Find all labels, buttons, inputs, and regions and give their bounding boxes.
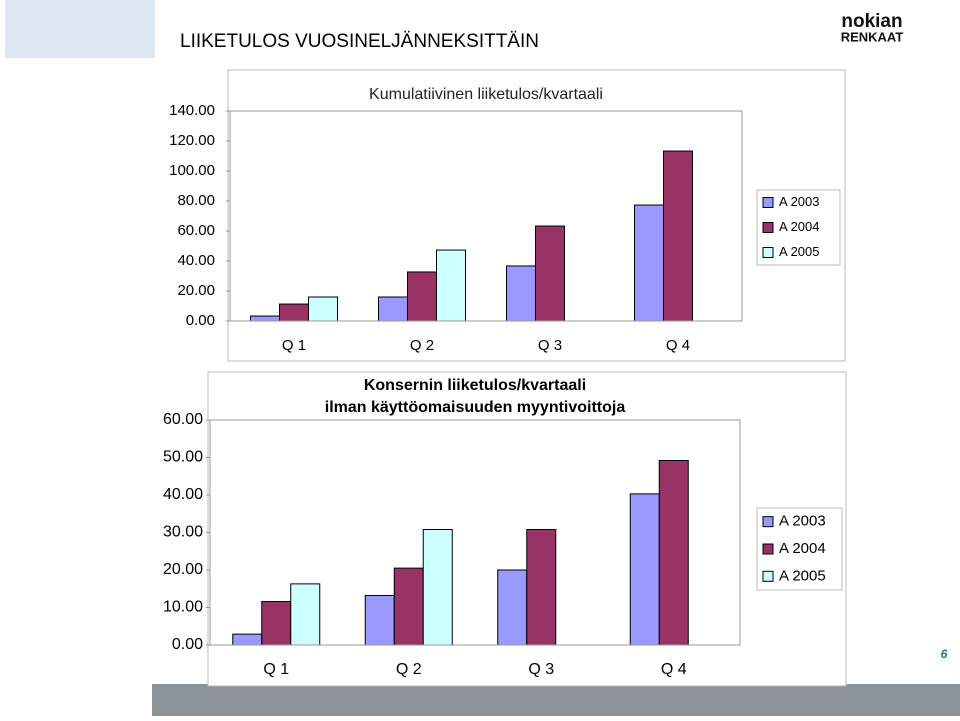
x-tick-label: Q 3 bbox=[538, 337, 562, 354]
bar bbox=[422, 529, 453, 646]
x-tick-label: Q 3 bbox=[528, 661, 554, 678]
bar bbox=[279, 303, 309, 322]
y-tick-label: 120.00 bbox=[169, 132, 215, 149]
y-tick-label: 100.00 bbox=[169, 162, 215, 179]
chart-title: Kumulatiivinen liiketulos/kvartaali bbox=[369, 86, 603, 103]
legend-label: A 2004 bbox=[779, 540, 826, 557]
bar bbox=[436, 249, 466, 322]
y-tick-label: 140.00 bbox=[169, 102, 215, 119]
x-tick-label: Q 1 bbox=[263, 661, 289, 678]
y-tick-label: 60.00 bbox=[177, 222, 215, 239]
corner-block bbox=[5, 0, 155, 58]
bar bbox=[658, 460, 689, 646]
page-number: 6 bbox=[941, 647, 948, 661]
y-tick-label: 0.00 bbox=[186, 312, 215, 329]
bar bbox=[663, 150, 693, 322]
chart-subtitle: ilman käyttöomaisuuden myyntivoittoja bbox=[325, 399, 626, 416]
legend-label: A 2005 bbox=[779, 567, 826, 584]
x-tick-label: Q 4 bbox=[661, 661, 687, 678]
x-tick-label: Q 4 bbox=[666, 337, 690, 354]
logo-bottom: RENKAAT bbox=[841, 29, 904, 44]
bar bbox=[232, 633, 263, 646]
legend-swatch bbox=[762, 570, 774, 582]
legend-swatch bbox=[762, 543, 774, 555]
bar bbox=[407, 271, 437, 322]
bar bbox=[378, 296, 408, 322]
slide-title: LIIKETULOS VUOSINELJÄNNEKSITTÄIN bbox=[180, 31, 539, 52]
y-tick-label: 40.00 bbox=[163, 486, 203, 503]
bar bbox=[261, 601, 292, 646]
y-tick-label: 40.00 bbox=[177, 252, 215, 269]
y-tick-label: 20.00 bbox=[163, 561, 203, 578]
bar bbox=[506, 265, 536, 322]
y-tick-label: 60.00 bbox=[163, 411, 203, 428]
y-tick-label: 80.00 bbox=[177, 192, 215, 209]
logo-top: nokian bbox=[841, 11, 902, 32]
legend-label: A 2003 bbox=[779, 194, 820, 209]
y-tick-label: 20.00 bbox=[177, 282, 215, 299]
legend-swatch bbox=[762, 516, 774, 528]
x-tick-label: Q 2 bbox=[396, 661, 422, 678]
y-tick-label: 30.00 bbox=[163, 524, 203, 541]
x-tick-label: Q 2 bbox=[410, 337, 434, 354]
legend-swatch bbox=[762, 222, 774, 233]
y-tick-label: 50.00 bbox=[163, 449, 203, 466]
footer-bar bbox=[152, 684, 960, 716]
legend-swatch bbox=[762, 197, 774, 208]
bar bbox=[497, 569, 528, 646]
x-tick-label: Q 1 bbox=[282, 337, 306, 354]
bar bbox=[535, 225, 565, 322]
bar bbox=[364, 595, 395, 646]
bar bbox=[290, 583, 321, 646]
legend-label: A 2003 bbox=[779, 513, 826, 530]
legend-label: A 2004 bbox=[779, 219, 820, 234]
bar bbox=[629, 493, 660, 646]
bar bbox=[634, 204, 664, 322]
legend-label: A 2005 bbox=[779, 244, 820, 259]
chart-title: Konsernin liiketulos/kvartaali bbox=[364, 377, 586, 394]
y-tick-label: 10.00 bbox=[163, 599, 203, 616]
legend-swatch bbox=[762, 247, 774, 258]
y-tick-label: 0.00 bbox=[172, 636, 203, 653]
bar bbox=[250, 315, 280, 322]
bar bbox=[393, 567, 424, 646]
bar bbox=[308, 296, 338, 322]
bar bbox=[526, 529, 557, 646]
